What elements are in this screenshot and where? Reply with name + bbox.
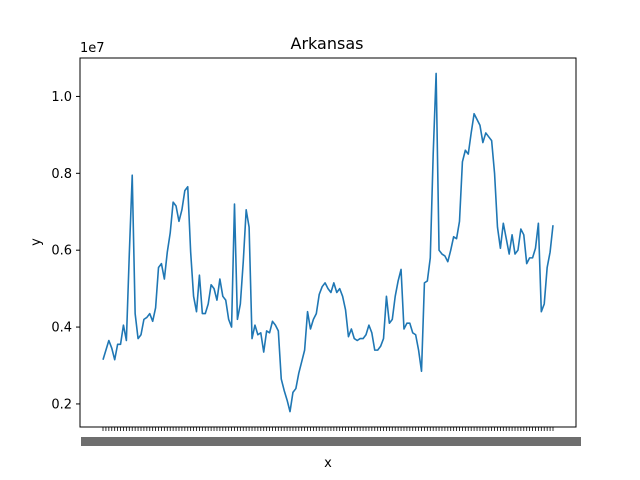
y-scale-label: 1e7 — [80, 41, 105, 56]
y-tick-label: 0.4 — [51, 321, 72, 336]
plot-area — [102, 72, 554, 413]
y-tick-label: 0.2 — [51, 397, 72, 412]
series-line — [102, 72, 554, 413]
y-tick-label: 0.6 — [51, 244, 72, 259]
x-axis-label: x — [324, 456, 332, 471]
y-axis-label: y — [29, 238, 44, 246]
y-tick-label: 1.0 — [51, 90, 72, 105]
y-axis: 0.2 0.4 0.6 0.8 1.0 — [51, 90, 80, 412]
chart-title: Arkansas — [291, 34, 364, 53]
axes-frame — [79, 57, 577, 428]
y-tick-label: 0.8 — [51, 167, 72, 182]
x-tick-labels-overlapping — [81, 437, 581, 446]
x-axis — [81, 427, 581, 446]
